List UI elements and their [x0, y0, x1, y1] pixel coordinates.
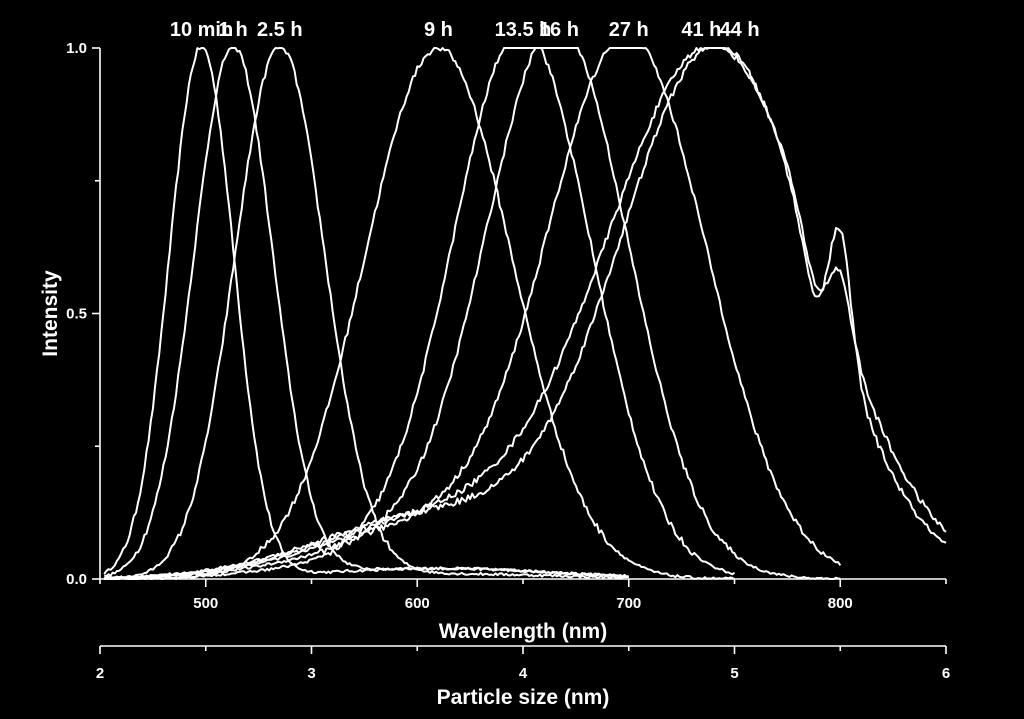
series-curve [103, 47, 735, 580]
x-tick-label: 800 [828, 595, 853, 612]
x2-tick-label: 5 [730, 665, 738, 682]
series-label: 10 min [170, 19, 233, 41]
x2-tick-label: 3 [307, 665, 315, 682]
series-curve [103, 47, 736, 580]
x2-tick-label: 4 [519, 665, 528, 682]
x-axis-title: Wavelength (nm) [439, 620, 607, 643]
series-label: 13.5 h [495, 19, 552, 41]
series-label: 1 h [219, 19, 248, 41]
series-label: 27 h [609, 19, 649, 41]
series-curve [103, 47, 629, 578]
y-tick-label: 1.0 [66, 40, 87, 57]
x2-tick-label: 6 [942, 665, 950, 682]
series-curve [103, 47, 629, 580]
y-tick-label: 0.5 [66, 306, 87, 323]
series-curve [103, 47, 947, 580]
series-label: 16 h [539, 19, 579, 41]
x2-tick-label: 2 [96, 665, 104, 682]
x-tick-label: 700 [616, 595, 641, 612]
series-label: 9 h [424, 19, 453, 41]
axes: 0.0 0.5 1.0 500 600 700 800 2 3 4 5 6 Wavelength (nm… [39, 40, 950, 709]
series-label: 2.5 h [257, 19, 303, 41]
series-curve [104, 47, 842, 580]
x-tick-label: 600 [405, 595, 430, 612]
y-tick-label: 0.0 [66, 571, 87, 588]
series-curve [104, 47, 841, 580]
series-label: 44 h [720, 19, 760, 41]
series-curve [103, 47, 629, 579]
y-axis-title: Intensity [39, 270, 62, 357]
x-tick-label: 500 [193, 595, 218, 612]
x2-axis-title: Particle size (nm) [437, 686, 610, 709]
curves [103, 47, 947, 580]
series-label: 41 h [681, 19, 721, 41]
